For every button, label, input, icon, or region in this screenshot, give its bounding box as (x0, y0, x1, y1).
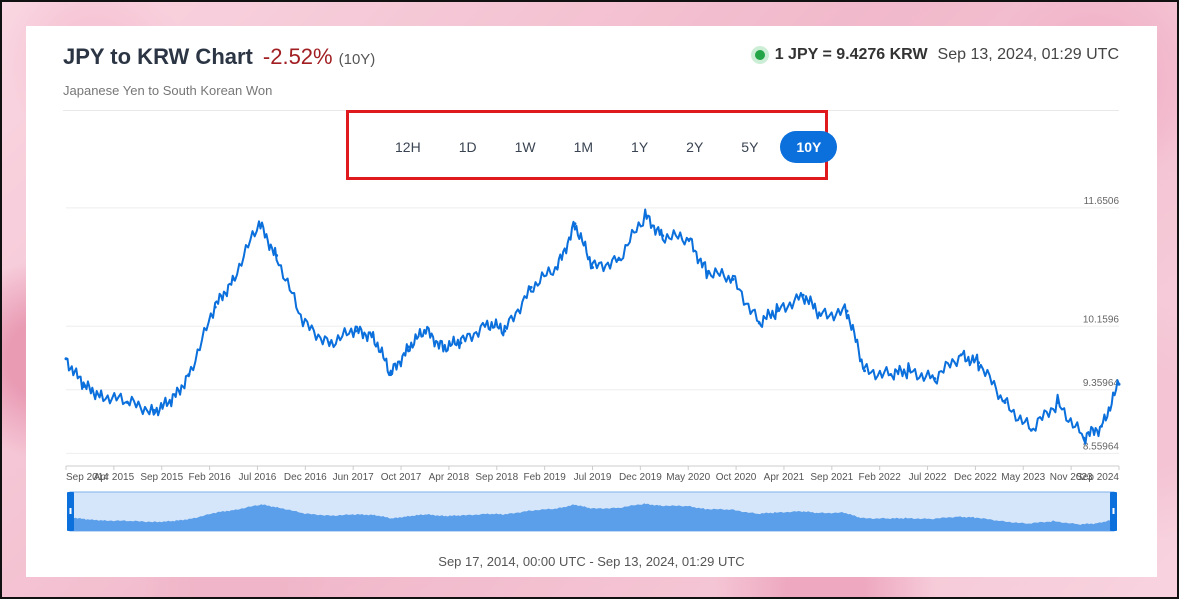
date-range-label: Sep 17, 2014, 00:00 UTC - Sep 13, 2024, … (438, 554, 745, 569)
chart-card: JPY to KRW Chart -2.52% (10Y) Japanese Yen… (26, 26, 1157, 577)
data-point[interactable] (82, 385, 86, 389)
page-title: JPY to KRW Chart -2.52% (10Y) (63, 44, 375, 70)
x-tick-label: May 2020 (666, 472, 710, 483)
y-tick-label: 11.6506 (1084, 196, 1120, 207)
data-point[interactable] (231, 277, 235, 281)
range-button-1d[interactable]: 1D (443, 131, 493, 163)
x-tick-label: Dec 2019 (619, 472, 662, 483)
data-point[interactable] (845, 309, 849, 313)
data-point[interactable] (731, 277, 735, 281)
data-point[interactable] (406, 345, 410, 349)
x-tick-label: Sep 2014 (66, 472, 109, 483)
data-point[interactable] (169, 400, 173, 404)
rate-timestamp: Sep 13, 2024, 01:29 UTC (937, 46, 1119, 63)
x-tick-label: Feb 2016 (188, 472, 231, 483)
data-point[interactable] (661, 234, 665, 238)
data-point[interactable] (503, 329, 507, 333)
x-tick-label: Apr 2015 (94, 472, 135, 483)
data-point[interactable] (643, 214, 647, 218)
live-rate: 1 JPY = 9.4276 KRW Sep 13, 2024, 01:29 U… (754, 46, 1119, 64)
data-point[interactable] (64, 357, 68, 361)
data-point[interactable] (354, 329, 358, 333)
data-point[interactable] (187, 373, 191, 377)
x-tick-label: Dec 2016 (284, 472, 327, 483)
x-tick-label: Sep 2018 (475, 472, 518, 483)
data-point[interactable] (459, 341, 463, 345)
navigator-area (70, 503, 1114, 531)
change-period: (10Y) (338, 51, 376, 68)
data-point[interactable] (424, 329, 428, 333)
data-point[interactable] (1082, 436, 1086, 440)
data-point[interactable] (213, 305, 217, 309)
x-tick-label: Sep 2024 (1076, 472, 1119, 483)
data-point[interactable] (1029, 428, 1033, 432)
data-point[interactable] (889, 373, 893, 377)
x-tick-label: Dec 2022 (954, 472, 997, 483)
data-point[interactable] (441, 345, 445, 349)
x-tick-label: Apr 2021 (764, 472, 805, 483)
series-line[interactable] (65, 208, 1120, 445)
data-point[interactable] (371, 333, 375, 337)
data-point[interactable] (573, 222, 577, 226)
rate-value: 1 JPY = 9.4276 KRW (774, 46, 928, 63)
data-point[interactable] (529, 285, 533, 289)
data-point[interactable] (775, 309, 779, 313)
data-point[interactable] (687, 238, 691, 242)
range-button-1y[interactable]: 1Y (615, 131, 664, 163)
data-point[interactable] (327, 341, 331, 345)
data-point[interactable] (977, 361, 981, 365)
range-button-1w[interactable]: 1W (499, 131, 552, 163)
data-point[interactable] (959, 353, 963, 357)
data-point[interactable] (1003, 400, 1007, 404)
change-percent: -2.52% (262, 44, 333, 69)
data-point[interactable] (555, 265, 559, 269)
range-button-12h[interactable]: 12H (379, 131, 437, 163)
range-button-2y[interactable]: 2Y (670, 131, 719, 163)
range-button-10y[interactable]: 10Y (780, 131, 838, 163)
data-point[interactable] (591, 265, 594, 269)
data-point[interactable] (301, 321, 305, 325)
data-point[interactable] (617, 258, 621, 262)
y-tick-label: 10.1596 (1083, 314, 1120, 325)
data-point[interactable] (705, 269, 709, 273)
y-tick-label: 8.55964 (1083, 441, 1120, 452)
data-point[interactable] (257, 222, 261, 226)
data-point[interactable] (485, 321, 489, 325)
range-button-1m[interactable]: 1M (558, 131, 609, 163)
data-point[interactable] (933, 377, 937, 381)
data-point[interactable] (99, 393, 103, 397)
x-tick-label: Jul 2019 (574, 472, 612, 483)
range-selector: 12H 1D 1W 1M 1Y 2Y 5Y 10Y (379, 131, 843, 163)
x-tick-label: Apr 2018 (429, 472, 470, 483)
data-point[interactable] (1056, 400, 1060, 404)
range-button-5y[interactable]: 5Y (725, 131, 774, 163)
chart-subtitle: Japanese Yen to South Korean Won (63, 83, 273, 98)
data-point[interactable] (863, 369, 867, 373)
x-tick-label: Feb 2019 (524, 472, 567, 483)
live-indicator-icon (754, 50, 765, 60)
x-tick-label: Feb 2022 (859, 472, 902, 483)
data-point[interactable] (275, 254, 279, 258)
data-point[interactable] (1099, 424, 1103, 428)
data-point[interactable] (125, 400, 129, 404)
x-tick-label: Oct 2017 (381, 472, 422, 483)
x-tick-label: Jun 2017 (333, 472, 375, 483)
data-point[interactable] (801, 293, 805, 297)
x-tick-label: Jul 2016 (239, 472, 277, 483)
data-point[interactable] (389, 373, 393, 377)
x-tick-label: Sep 2015 (140, 472, 183, 483)
y-tick-label: 9.35964 (1083, 378, 1120, 389)
data-point[interactable] (757, 321, 761, 325)
x-tick-label: Oct 2020 (716, 472, 757, 483)
data-point[interactable] (819, 313, 823, 317)
x-tick-label: Nov 2023 (1050, 472, 1093, 483)
chart-title: JPY to KRW Chart (63, 44, 253, 69)
x-tick-label: Jul 2022 (909, 472, 947, 483)
data-point[interactable] (1117, 382, 1121, 386)
data-point[interactable] (906, 369, 910, 373)
data-point[interactable] (152, 408, 156, 412)
x-tick-label: Sep 2021 (810, 472, 853, 483)
x-tick-label: May 2023 (1001, 472, 1045, 483)
